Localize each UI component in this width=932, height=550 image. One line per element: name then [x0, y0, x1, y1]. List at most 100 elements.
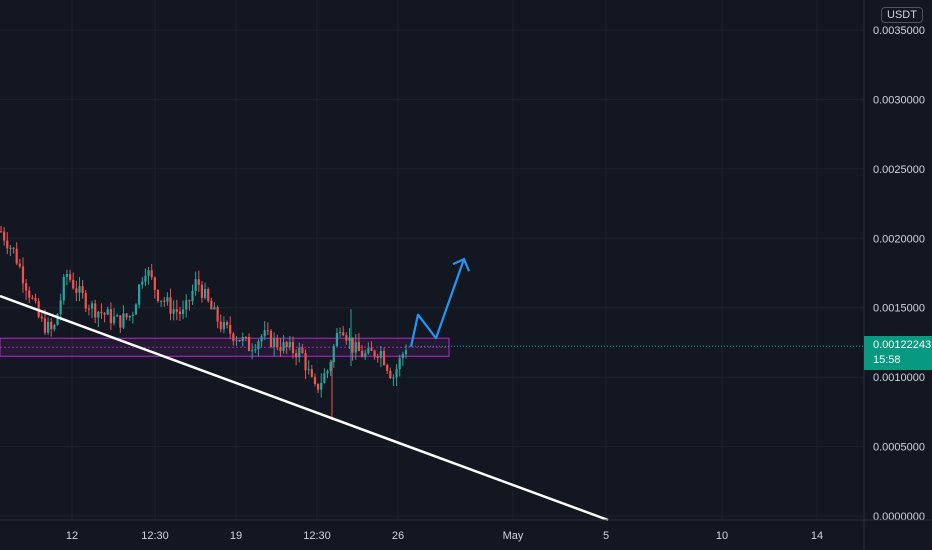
trendline[interactable]: [0, 294, 609, 522]
x-tick-label: 14: [811, 530, 823, 542]
candle-body: [288, 341, 291, 348]
candle-body: [197, 279, 200, 285]
candle-body: [326, 370, 329, 374]
candle-body: [244, 337, 247, 339]
current-price-tag: 0.00122243 15:58: [864, 336, 932, 370]
y-tick-label: 0.0010000: [873, 372, 925, 384]
candle-body: [28, 290, 31, 298]
candle-body: [18, 263, 21, 267]
candle-body: [116, 315, 119, 317]
currency-badge[interactable]: USDT: [881, 7, 923, 23]
y-tick-label: 0.0030000: [873, 94, 925, 106]
candle-body: [404, 350, 408, 355]
candle-body: [178, 311, 182, 314]
candle-body: [260, 336, 263, 342]
candle-body: [269, 331, 273, 348]
candle-body: [128, 315, 131, 318]
candle-body: [87, 308, 91, 310]
candle-body: [9, 247, 12, 249]
candle-body: [138, 284, 141, 305]
candle-body: [160, 300, 163, 302]
candle-body: [194, 279, 197, 291]
candle-body: [247, 337, 251, 352]
candle-body: [109, 309, 112, 324]
candle-body: [401, 354, 404, 359]
candle-body: [338, 332, 342, 334]
candle-body: [279, 347, 282, 351]
candle-body: [163, 300, 166, 302]
candle-body: [103, 313, 106, 315]
candle-body: [254, 349, 257, 351]
y-tick-label: 0.0005000: [873, 442, 925, 454]
y-tick-label: 0.0015000: [873, 303, 925, 315]
candle-body: [56, 314, 59, 326]
candle-body: [320, 382, 323, 390]
candle-body: [213, 307, 216, 310]
candle-body: [203, 288, 207, 298]
candle-body: [307, 369, 310, 371]
candle-body: [131, 314, 134, 316]
candle-body: [389, 370, 392, 378]
candle-body: [78, 286, 81, 293]
x-tick-label: 12:30: [141, 530, 169, 542]
candle-body: [360, 350, 364, 357]
candle-body: [235, 339, 238, 341]
candle-body: [364, 353, 367, 357]
x-tick-label: 12:30: [303, 530, 331, 542]
candle-body: [134, 304, 138, 315]
y-tick-label: 0.0025000: [873, 164, 925, 176]
candle-body: [156, 289, 160, 301]
y-tick-label: 0.0020000: [873, 233, 925, 245]
candle-body: [282, 341, 285, 351]
candle-body: [376, 356, 379, 358]
forecast-arrow[interactable]: [409, 258, 466, 347]
candle-body: [304, 353, 307, 371]
candle-body: [207, 288, 210, 301]
forecast-arrowhead: [452, 257, 471, 272]
candle-body: [342, 332, 345, 336]
candle-body: [166, 297, 169, 302]
candle-body: [273, 338, 276, 348]
candle-body: [34, 298, 37, 302]
candle-body: [6, 240, 9, 249]
candle-body: [357, 342, 361, 351]
candle-body: [188, 300, 191, 302]
y-tick-label: 0.0000000: [873, 511, 925, 523]
candle-body: [90, 303, 94, 309]
candle-body: [3, 231, 6, 241]
candle-body: [122, 313, 125, 328]
candle-body: [367, 348, 370, 354]
chart-drawings: [0, 257, 864, 522]
current-price-label: 0.00122243: [873, 339, 932, 351]
candle-body: [266, 330, 269, 332]
candle-body: [232, 333, 235, 341]
candle-body: [345, 335, 348, 341]
candle-body: [332, 346, 335, 363]
candle-body: [12, 247, 15, 249]
candle-body: [285, 341, 288, 348]
chart-grid: [0, 0, 864, 520]
x-tick-label: 10: [716, 530, 728, 542]
x-tick-label: 19: [230, 530, 242, 542]
candle-body: [62, 276, 65, 301]
candle-body: [313, 376, 317, 384]
candle-body: [100, 311, 103, 314]
x-tick-label: 5: [603, 530, 609, 542]
candle-body: [225, 322, 229, 326]
candle-body: [395, 369, 398, 378]
candle-body: [40, 316, 43, 319]
candle-body: [53, 325, 56, 330]
candle-body: [354, 342, 357, 353]
candle-body: [386, 365, 389, 371]
candle-body: [329, 362, 332, 371]
candle-body: [172, 309, 175, 314]
candle-body: [316, 383, 320, 390]
candle-body: [81, 286, 84, 294]
candle-body: [219, 321, 222, 330]
candle-body: [241, 337, 244, 342]
candle-body: [222, 322, 226, 330]
candle-body: [75, 288, 78, 293]
candle-body: [370, 348, 373, 351]
